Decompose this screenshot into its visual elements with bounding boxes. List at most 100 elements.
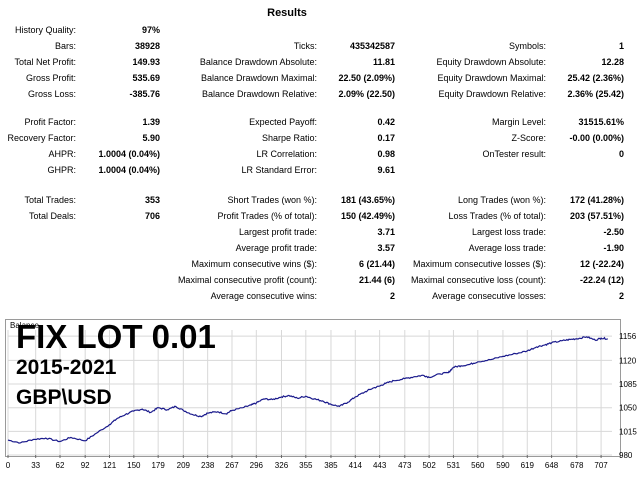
overlay-symbol: GBP\USD — [16, 386, 112, 409]
col3-value-6: 0 — [618, 149, 624, 159]
overlay-lot-label: FIX LOT 0.01 — [16, 318, 216, 355]
col3-label-10: Average loss trade: — [468, 243, 546, 253]
col3-label-5: Z-Score: — [511, 133, 546, 143]
col1-label-10: Total Deals: — [28, 211, 76, 221]
col2-label-4: Expected Payoff: — [249, 117, 317, 127]
col3-label-9: Largest loss trade: — [471, 227, 546, 237]
x-tick-label-7: 209 — [177, 461, 191, 470]
col2-label-5: Sharpe Ratio: — [261, 133, 317, 143]
col1-value-7: 1.0004 (0.04%) — [98, 149, 160, 159]
y-tick-label-4: 1120 — [619, 356, 637, 365]
col1-value-0: 97% — [141, 25, 160, 35]
col2-value-12: 6 (21.44) — [358, 259, 395, 269]
x-tick-label-23: 678 — [570, 461, 584, 470]
y-tick-label-0: 980 — [619, 451, 633, 460]
col2-value-10: 3.71 — [377, 227, 395, 237]
x-tick-label-9: 267 — [225, 461, 239, 470]
col3-label-1: Equity Drawdown Absolute: — [436, 57, 546, 67]
x-tick-label-2: 62 — [56, 461, 65, 470]
col2-label-2: Balance Drawdown Maximal: — [200, 73, 317, 83]
col1-label-3: Gross Profit: — [25, 73, 76, 83]
col2-label-13: Maximal consecutive profit (count): — [177, 275, 317, 285]
col2-label-14: Average consecutive wins: — [210, 291, 317, 301]
col2-value-7: 9.61 — [377, 165, 395, 175]
col3-value-11: 12 (-22.24) — [579, 259, 624, 269]
y-tick-label-5: 1156 — [619, 332, 637, 341]
col3-value-13: 2 — [618, 291, 624, 301]
x-tick-label-20: 590 — [496, 461, 510, 470]
col1-value-9: 353 — [144, 195, 160, 205]
col2-value-3: 2.09% (22.50) — [338, 89, 395, 99]
col3-value-10: -1.90 — [603, 243, 624, 253]
col2-value-0: 435342587 — [349, 41, 395, 51]
col2-label-12: Maximum consecutive wins ($): — [191, 259, 317, 269]
col1-value-6: 5.90 — [142, 133, 160, 143]
balance-chart-frame — [5, 319, 621, 457]
col1-value-4: -385.76 — [129, 89, 160, 99]
x-tick-label-11: 326 — [275, 461, 289, 470]
x-tick-label-13: 385 — [324, 461, 338, 470]
results-title: Results — [267, 7, 307, 19]
overlay-date-range: 2015-2021 — [16, 356, 117, 379]
y-tick-label-2: 1050 — [619, 404, 637, 413]
chart-title: Balance — [10, 321, 39, 330]
x-tick-label-24: 707 — [594, 461, 608, 470]
col3-value-7: 172 (41.28%) — [569, 195, 624, 205]
x-tick-label-8: 238 — [201, 461, 215, 470]
col1-label-6: Recovery Factor: — [7, 133, 76, 143]
col3-value-0: 1 — [618, 41, 624, 51]
x-tick-label-0: 0 — [6, 461, 11, 470]
col3-value-1: 12.28 — [601, 57, 624, 67]
col1-value-10: 706 — [144, 211, 160, 221]
balance-series-line — [7, 336, 609, 444]
col1-label-8: GHPR: — [47, 165, 76, 175]
col2-label-0: Ticks: — [293, 41, 317, 51]
col3-label-6: OnTester result: — [482, 149, 546, 159]
col3-label-2: Equity Drawdown Maximal: — [437, 73, 546, 83]
col2-label-3: Balance Drawdown Relative: — [201, 89, 317, 99]
col1-label-4: Gross Loss: — [27, 89, 76, 99]
col2-label-11: Average profit trade: — [235, 243, 317, 253]
col2-value-4: 0.42 — [377, 117, 395, 127]
col2-label-1: Balance Drawdown Absolute: — [199, 57, 317, 67]
x-tick-label-6: 179 — [151, 461, 165, 470]
col2-value-6: 0.98 — [377, 149, 395, 159]
col2-label-8: Short Trades (won %): — [227, 195, 317, 205]
col2-label-9: Profit Trades (% of total): — [217, 211, 317, 221]
col3-label-11: Maximum consecutive losses ($): — [412, 259, 546, 269]
col1-label-0: History Quality: — [14, 25, 76, 35]
x-tick-label-1: 33 — [31, 461, 40, 470]
y-tick-label-1: 1015 — [619, 427, 637, 436]
col2-value-9: 150 (42.49%) — [340, 211, 395, 221]
col1-value-5: 1.39 — [142, 117, 160, 127]
x-tick-label-15: 443 — [373, 461, 387, 470]
x-tick-label-16: 473 — [398, 461, 412, 470]
col1-label-7: AHPR: — [48, 149, 76, 159]
col2-value-11: 3.57 — [377, 243, 395, 253]
col1-label-5: Profit Factor: — [24, 117, 76, 127]
col3-label-7: Long Trades (won %): — [457, 195, 546, 205]
col3-value-4: 31515.61% — [578, 117, 624, 127]
x-tick-label-18: 531 — [447, 461, 461, 470]
col2-label-10: Largest profit trade: — [238, 227, 317, 237]
col3-value-8: 203 (57.51%) — [569, 211, 624, 221]
col3-value-3: 2.36% (25.42) — [567, 89, 624, 99]
x-tick-label-10: 296 — [250, 461, 264, 470]
col3-value-9: -2.50 — [603, 227, 624, 237]
col2-label-6: LR Correlation: — [256, 149, 317, 159]
x-tick-label-22: 648 — [545, 461, 559, 470]
col1-label-1: Bars: — [54, 41, 76, 51]
col1-value-1: 38928 — [134, 41, 160, 51]
x-tick-label-21: 619 — [521, 461, 535, 470]
col3-value-12: -22.24 (12) — [579, 275, 624, 285]
col1-value-3: 535.69 — [132, 73, 160, 83]
col2-value-8: 181 (43.65%) — [340, 195, 395, 205]
col1-label-2: Total Net Profit: — [14, 57, 76, 67]
x-tick-label-5: 150 — [127, 461, 141, 470]
x-tick-label-14: 414 — [349, 461, 363, 470]
col3-label-4: Margin Level: — [491, 117, 546, 127]
col3-label-0: Symbols: — [508, 41, 546, 51]
col3-label-8: Loss Trades (% of total): — [448, 211, 546, 221]
x-tick-label-19: 560 — [471, 461, 485, 470]
